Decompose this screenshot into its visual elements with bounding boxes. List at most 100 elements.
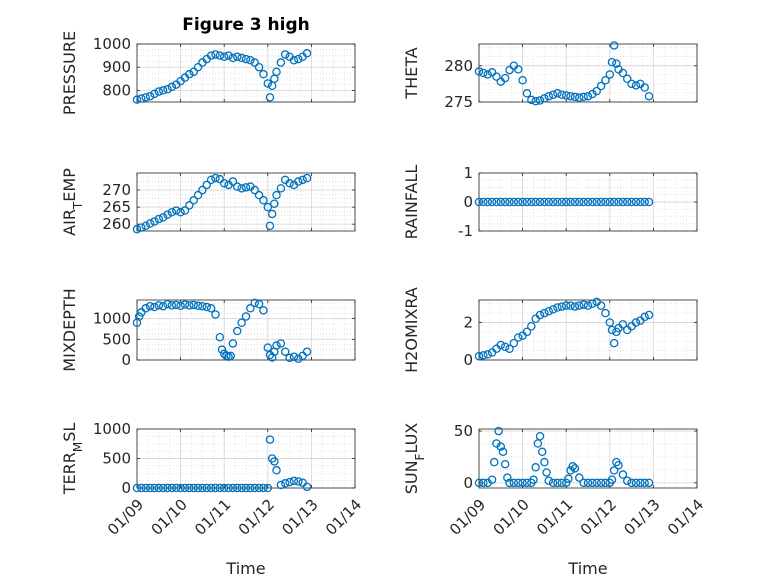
y-tick-label: 500 — [102, 330, 131, 348]
data-point — [496, 340, 506, 350]
data-point — [211, 173, 220, 183]
data-point — [285, 178, 294, 188]
data-point — [254, 190, 264, 200]
y-tick-label: 280 — [444, 57, 473, 75]
data-point — [605, 318, 615, 327]
data-point — [132, 483, 142, 493]
data-point — [490, 457, 499, 467]
y-tick-label: 0 — [463, 351, 473, 369]
data-point — [198, 483, 207, 493]
data-point — [487, 68, 497, 77]
data-point — [185, 201, 194, 210]
data-point — [522, 478, 532, 488]
data-point — [522, 327, 532, 337]
data-point — [553, 478, 562, 488]
data-point — [289, 476, 299, 486]
data-point — [141, 483, 150, 493]
x-tick-label: 01/11 — [533, 496, 576, 539]
y-tick-label: 270 — [102, 181, 131, 199]
data-point — [627, 197, 636, 207]
data-point — [150, 89, 159, 99]
data-point — [592, 197, 601, 207]
data-point — [302, 173, 312, 183]
x-tick-label: 01/10 — [148, 496, 191, 539]
data-point — [505, 344, 514, 353]
data-point — [294, 477, 303, 486]
data-point — [180, 483, 190, 493]
data-point — [609, 338, 619, 348]
axes-box — [136, 43, 356, 103]
data-point — [233, 326, 242, 336]
data-point — [137, 94, 146, 103]
data-point — [237, 184, 246, 193]
data-point — [535, 310, 545, 320]
figure-title: Figure 3 high — [182, 15, 310, 35]
data-point — [171, 483, 181, 493]
data-point — [575, 473, 584, 482]
data-point — [215, 174, 225, 184]
data-point — [592, 86, 601, 96]
axes-box — [478, 299, 698, 361]
data-point — [241, 54, 251, 64]
data-point — [233, 483, 242, 493]
data-point — [285, 353, 294, 363]
x-tick-label: 01/09 — [446, 496, 489, 539]
data-point — [171, 300, 181, 310]
data-point — [250, 58, 259, 67]
data-point — [529, 475, 538, 484]
data-point — [544, 197, 554, 207]
y-tick-label: 900 — [102, 58, 131, 76]
subplot-terrmsl: 0 500 1000 01/09 01/10 01/11 01/12 01/13 01/14 TE… — [60, 420, 365, 539]
data-point — [540, 457, 549, 467]
data-point — [566, 91, 575, 101]
data-point — [588, 197, 597, 207]
data-point — [176, 483, 185, 493]
data-point — [259, 306, 268, 315]
y-tick-label: 0 — [121, 479, 131, 497]
data-point — [158, 483, 168, 493]
data-point — [479, 351, 488, 360]
data-point — [609, 41, 619, 50]
data-point — [537, 447, 547, 457]
data-point — [531, 97, 540, 106]
axes-box — [136, 299, 356, 361]
data-point — [241, 312, 251, 321]
data-point — [505, 65, 514, 75]
data-point — [627, 478, 636, 488]
data-point — [228, 483, 238, 493]
data-point — [596, 197, 606, 207]
data-point — [180, 206, 190, 215]
data-point — [158, 86, 168, 95]
data-point — [553, 197, 562, 207]
data-point — [522, 89, 532, 98]
data-point — [583, 91, 593, 101]
data-point — [270, 457, 279, 466]
data-point — [237, 483, 246, 493]
data-point — [276, 58, 286, 67]
data-point — [618, 197, 628, 207]
data-point — [228, 53, 238, 63]
data-point — [566, 197, 575, 207]
data-point — [263, 483, 273, 493]
data-point — [241, 183, 251, 192]
data-point — [280, 347, 290, 356]
data-point — [167, 82, 177, 92]
data-point — [596, 301, 606, 310]
data-point — [557, 478, 567, 488]
data-point — [158, 213, 168, 222]
data-point — [193, 301, 203, 311]
data-point — [134, 312, 144, 321]
data-point — [154, 483, 164, 493]
data-point — [496, 442, 506, 451]
data-point — [263, 343, 273, 352]
data-point — [622, 197, 632, 207]
x-tick-label: 01/14 — [664, 496, 707, 539]
data-point — [553, 89, 562, 98]
data-point — [233, 52, 242, 62]
data-point — [167, 207, 177, 217]
data-point — [570, 197, 580, 207]
data-point — [636, 197, 645, 207]
data-point — [631, 81, 641, 90]
data-point — [605, 197, 615, 207]
